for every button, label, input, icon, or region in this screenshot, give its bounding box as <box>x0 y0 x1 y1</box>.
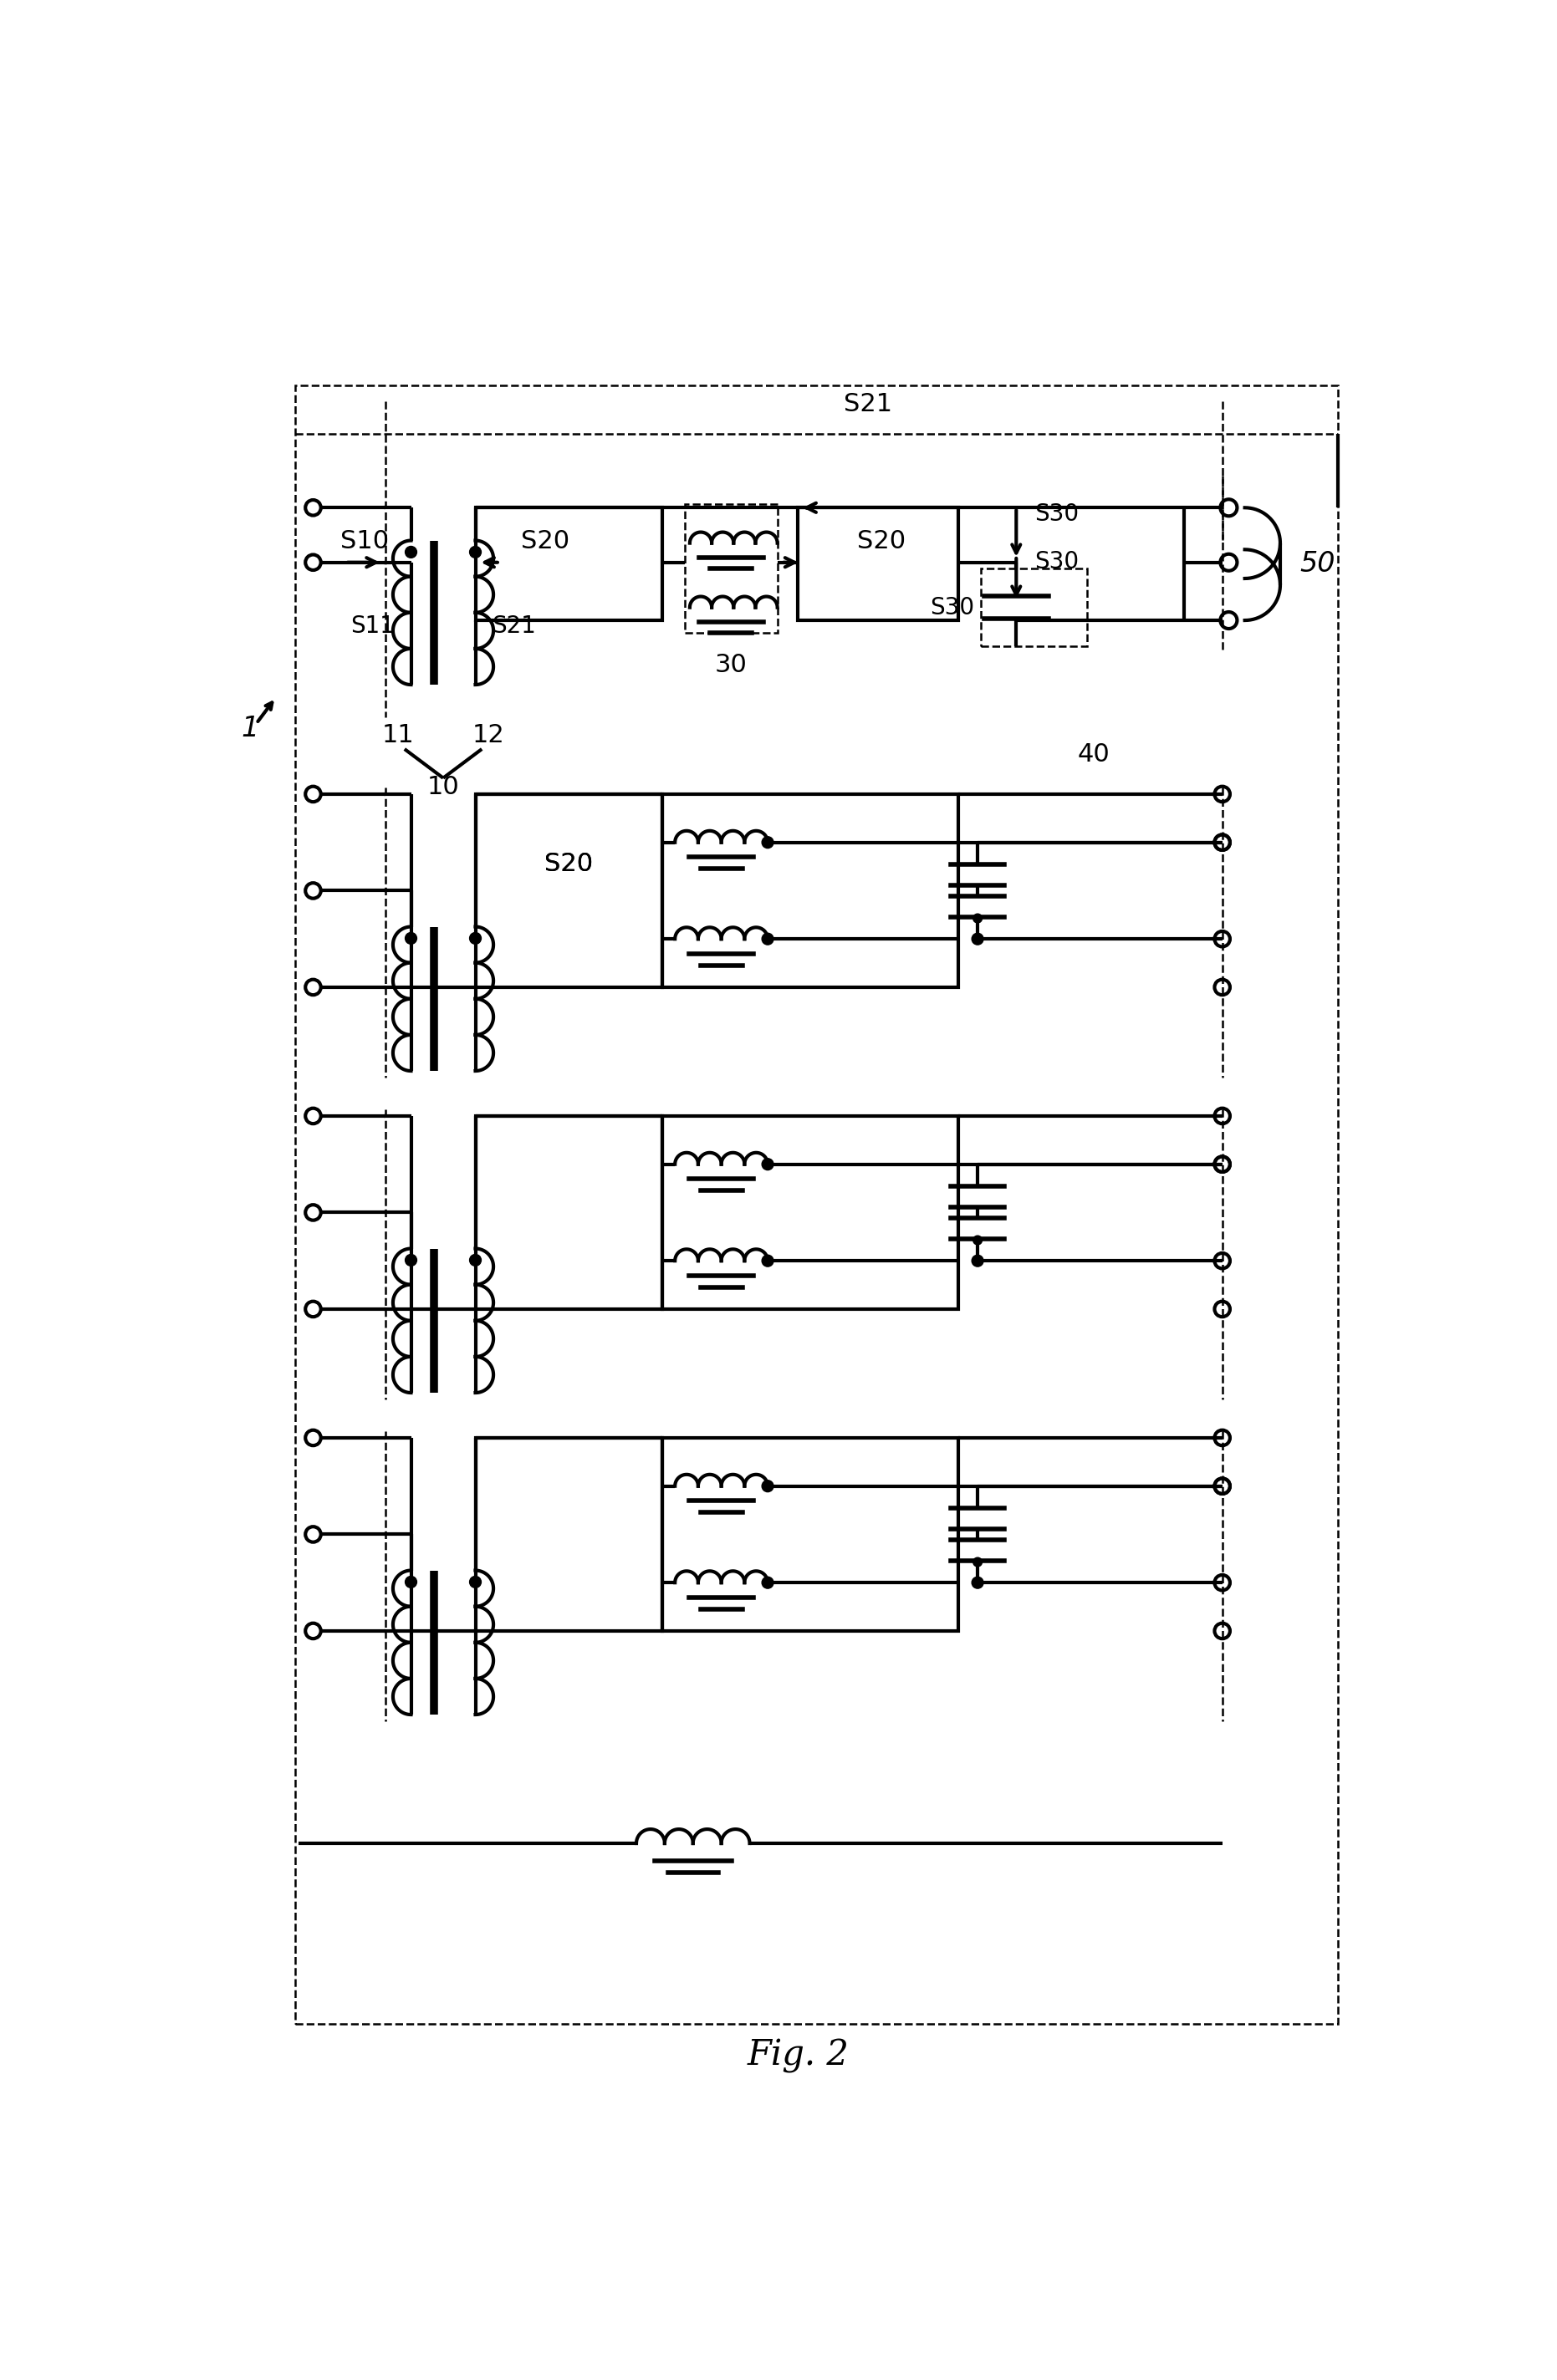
Circle shape <box>973 914 982 923</box>
Bar <box>475 1438 662 1630</box>
Circle shape <box>972 933 984 945</box>
Text: S11: S11 <box>350 614 394 638</box>
Circle shape <box>405 933 417 945</box>
Text: S30: S30 <box>1034 502 1079 526</box>
Text: S21: S21 <box>492 614 536 638</box>
Bar <box>797 507 958 621</box>
Circle shape <box>470 1254 481 1266</box>
Circle shape <box>761 933 774 945</box>
Bar <box>475 795 662 988</box>
Bar <box>475 1116 662 1309</box>
Bar <box>475 507 662 621</box>
Circle shape <box>972 1254 984 1266</box>
Bar <box>662 795 958 988</box>
Circle shape <box>470 1576 481 1587</box>
Bar <box>296 386 1337 2023</box>
Circle shape <box>972 1578 984 1587</box>
Text: S20: S20 <box>545 852 593 876</box>
Circle shape <box>973 1235 982 1245</box>
Circle shape <box>761 1578 774 1587</box>
Circle shape <box>973 1557 982 1566</box>
Text: S20: S20 <box>520 528 570 552</box>
Bar <box>685 505 778 633</box>
Text: 30: 30 <box>715 652 747 676</box>
Text: 50: 50 <box>1300 550 1334 578</box>
Text: 1: 1 <box>241 714 258 743</box>
Circle shape <box>761 1480 774 1492</box>
Text: 12: 12 <box>472 724 504 747</box>
Circle shape <box>470 933 481 945</box>
Circle shape <box>405 547 417 557</box>
Text: S20: S20 <box>545 852 593 876</box>
Text: S30: S30 <box>1034 550 1079 574</box>
Bar <box>662 1438 958 1630</box>
Text: 10: 10 <box>427 776 459 800</box>
Text: Fig. 2: Fig. 2 <box>747 2037 849 2073</box>
Bar <box>662 1116 958 1309</box>
Text: 40: 40 <box>1077 743 1110 766</box>
Circle shape <box>405 1254 417 1266</box>
Bar <box>981 569 1087 645</box>
Circle shape <box>470 547 481 557</box>
Text: S10: S10 <box>341 528 389 552</box>
Circle shape <box>761 1254 774 1266</box>
Circle shape <box>761 838 774 847</box>
Text: 11: 11 <box>381 724 414 747</box>
Text: S20: S20 <box>856 528 905 552</box>
Text: S30: S30 <box>930 595 975 619</box>
Text: S21: S21 <box>844 393 892 416</box>
Circle shape <box>405 1576 417 1587</box>
Circle shape <box>761 1159 774 1171</box>
